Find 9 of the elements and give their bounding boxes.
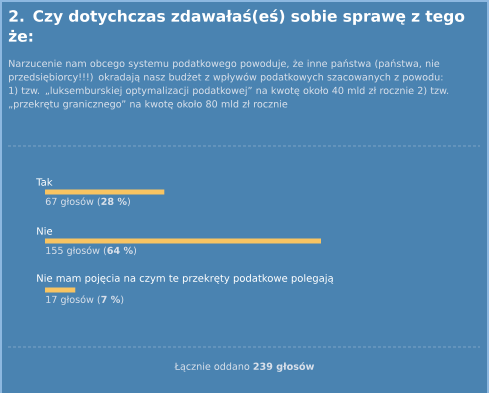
data-label: 17 głosów (7 %) bbox=[46, 295, 124, 305]
y-tick-label: Nie bbox=[37, 227, 52, 235]
y-tick-label: Tak bbox=[36, 178, 53, 186]
data-label: 155 głosów (64 %) bbox=[46, 246, 136, 256]
y-tick-label: Nie mam pojęcia na czym te przekręty podatkowe polegają bbox=[37, 274, 334, 284]
data-label: 67 głosów (28 %) bbox=[46, 197, 130, 207]
chart-title: 2. Czy dotychczas zdawałaś(eś) sobie sprawę z tego że: bbox=[8, 9, 464, 42]
chart-subtitle: Narzucenie nam obcego systemu podatkowego powoduje, że inne państwa (państwa, nie przedsiębiorcy!!!) okradają nasz budżet z wpływów podatkowych szacowanych z powodu: 1) tzw. „luksemburskiej optymalizacji podatkowej” na kwotę około 40 mld zł rocznie 2) tzw. „przekrętu granicznego” na kwotę około 80 mld zł rocznie bbox=[9, 59, 448, 110]
text: Łącznie oddano 239 głosów bbox=[174, 362, 314, 372]
